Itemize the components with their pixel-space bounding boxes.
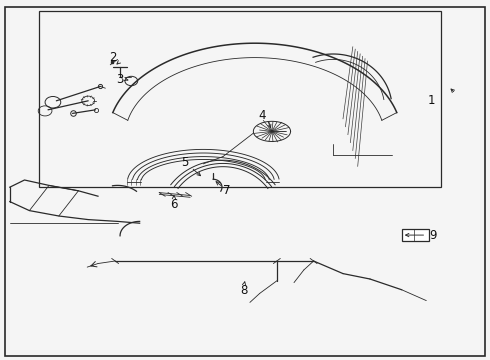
Text: 3: 3: [116, 73, 124, 86]
Bar: [39, 11, 441, 187]
Text: 2: 2: [109, 51, 117, 64]
Text: 6: 6: [170, 198, 178, 211]
Text: 5: 5: [181, 156, 189, 169]
Text: 4: 4: [258, 109, 266, 122]
Text: 9: 9: [429, 229, 437, 242]
FancyBboxPatch shape: [402, 229, 429, 241]
Text: 7: 7: [222, 184, 230, 197]
Text: 8: 8: [240, 284, 248, 297]
Text: 1: 1: [427, 94, 435, 107]
